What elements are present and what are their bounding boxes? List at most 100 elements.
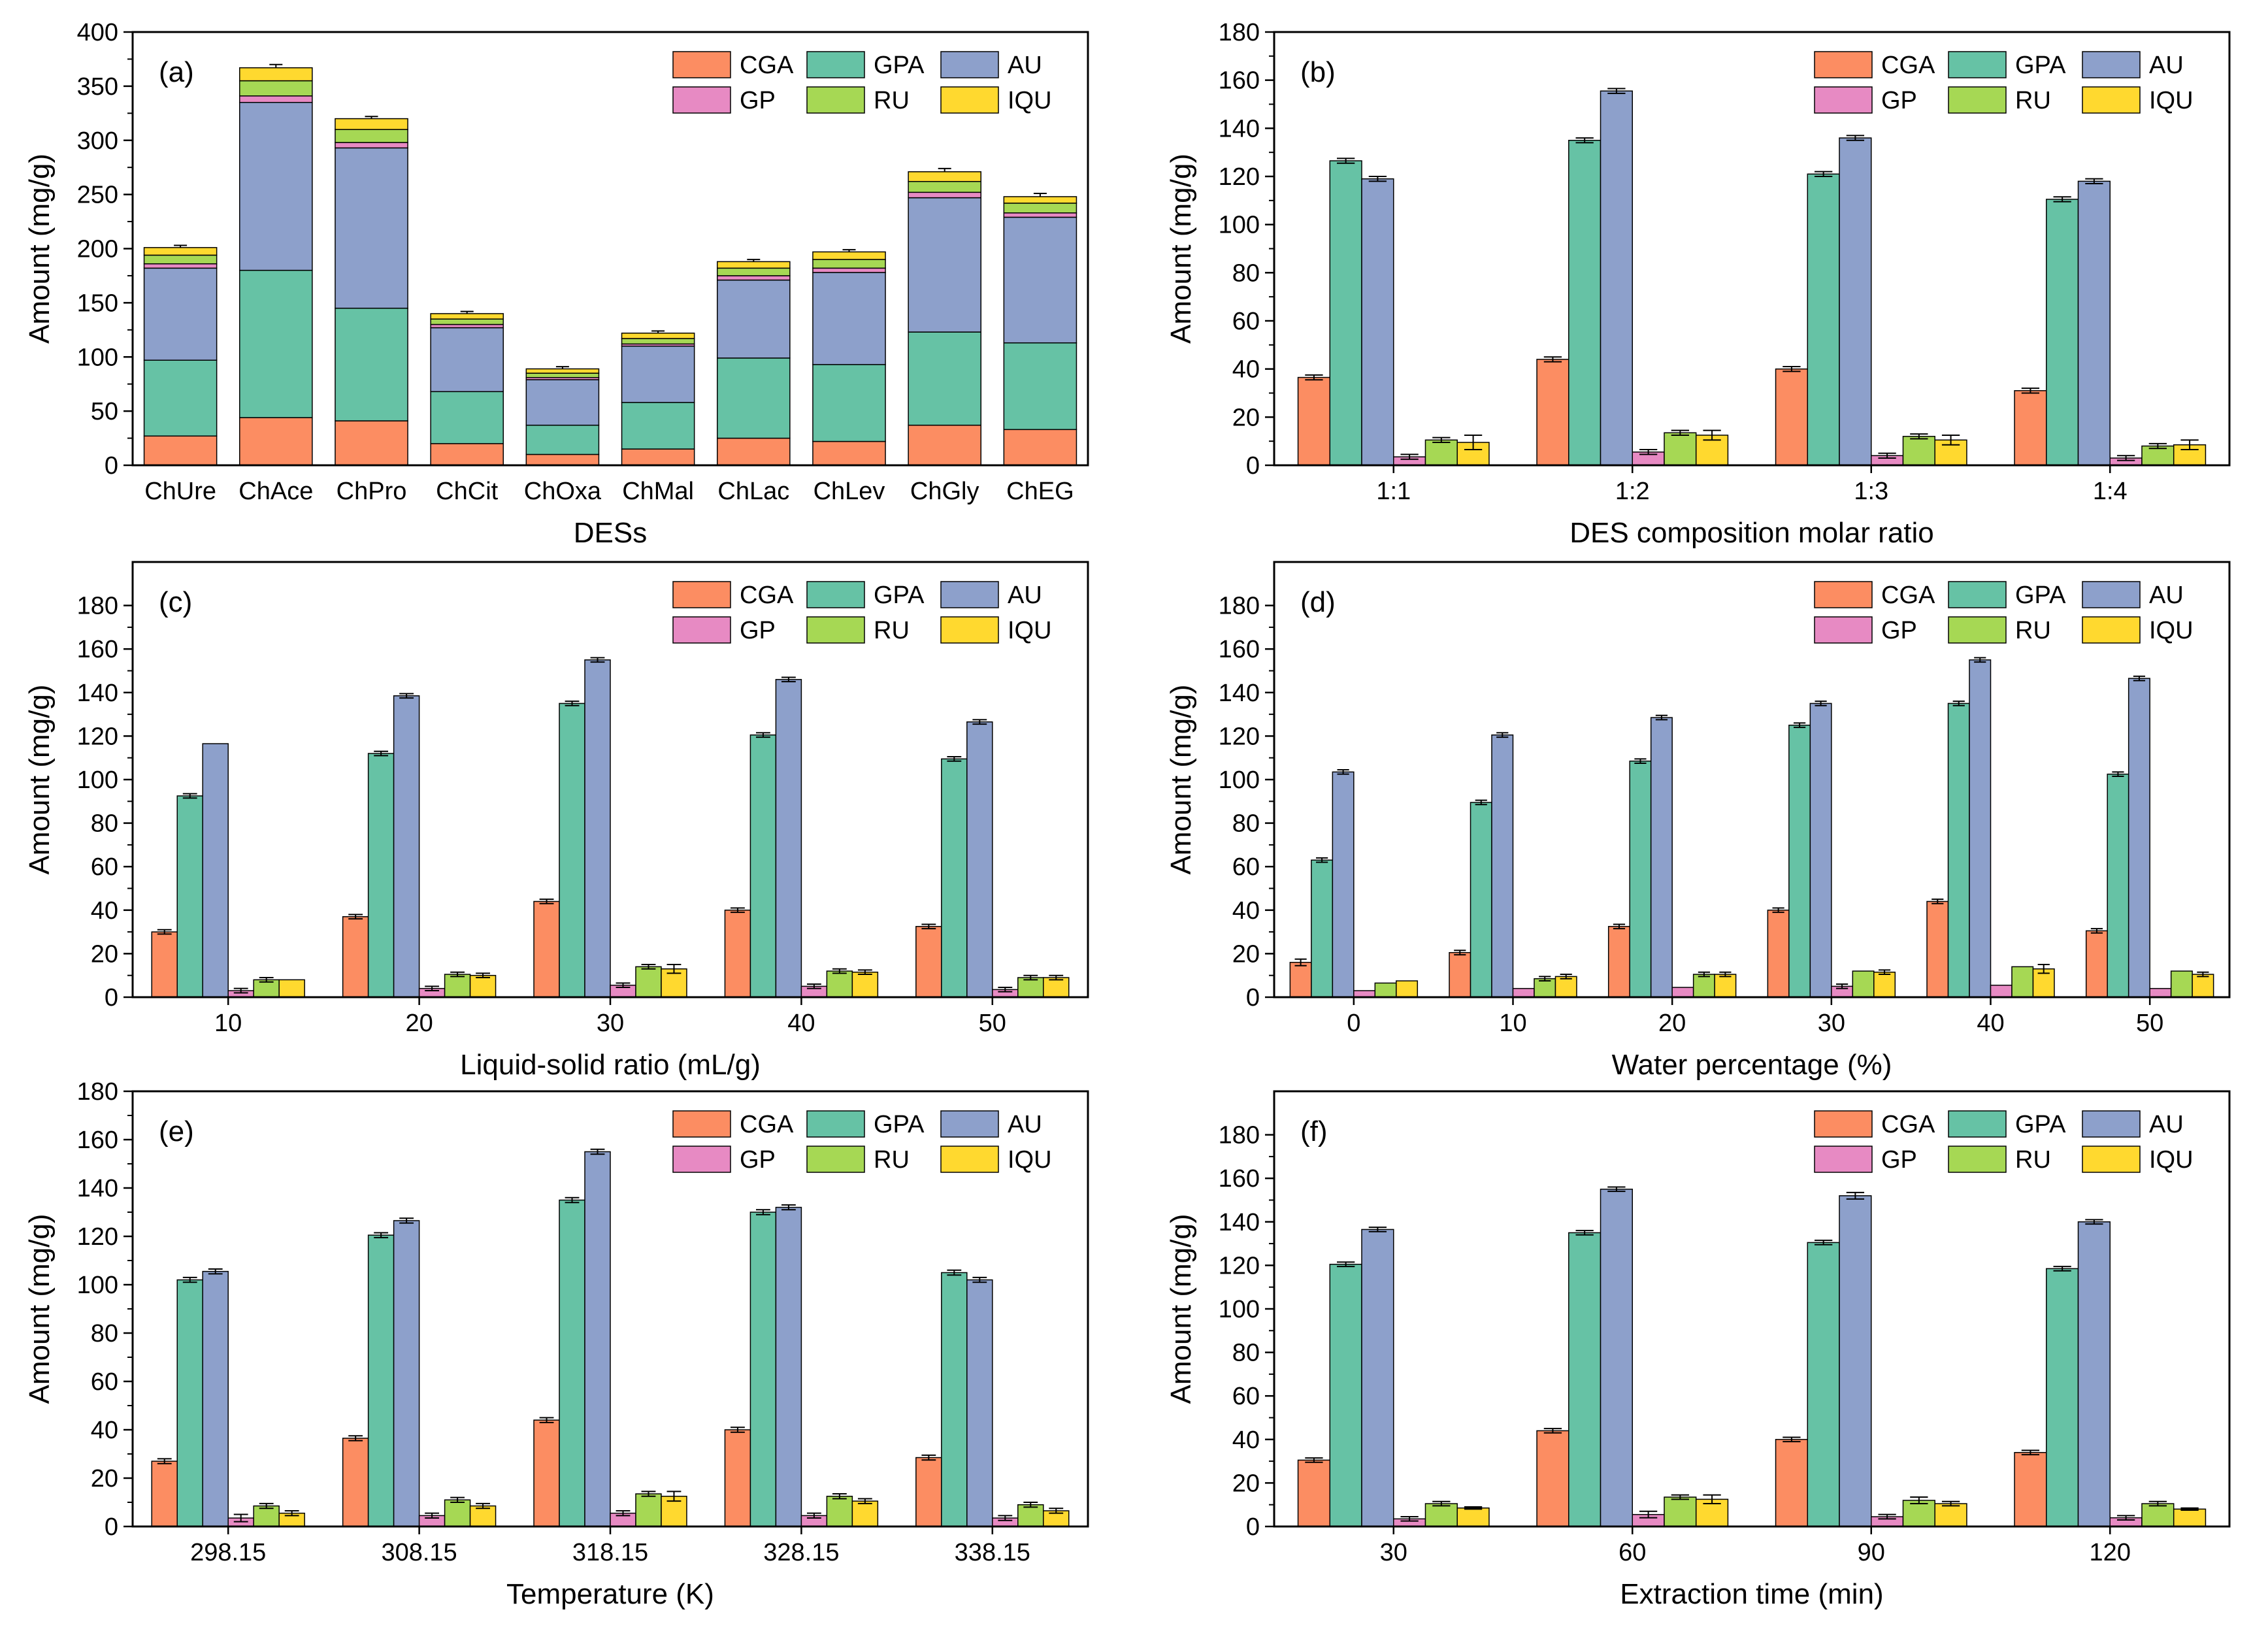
x-tick-label: ChOxa (524, 478, 602, 505)
x-tick-label: 50 (2136, 1010, 2163, 1037)
bar-cga-30 (1297, 1459, 1331, 1527)
bar-au-1-1 (1361, 178, 1394, 466)
legend-label-iqu: IQU (1008, 87, 1052, 114)
y-tick-label: 250 (77, 182, 118, 209)
x-tick-label: ChCit (436, 478, 498, 505)
legend-label-iqu: IQU (2149, 617, 2194, 644)
bar-iqu-chmal (621, 333, 695, 339)
legend-swatch-gpa (806, 51, 865, 78)
y-tick-label: 180 (1219, 1122, 1260, 1149)
legend-label-gp: GP (740, 1146, 776, 1174)
bar-iqu-50 (2192, 974, 2214, 998)
bar-ru-30 (1424, 1503, 1458, 1527)
legend-swatch-ru (806, 616, 865, 644)
legend-label-au: AU (1008, 52, 1042, 79)
bar-cga-318-15 (533, 1419, 560, 1527)
x-axis-title: DESs (574, 517, 647, 549)
x-tick-label: 1:3 (1854, 478, 1888, 505)
bar-iqu-20 (1714, 974, 1737, 998)
y-tick-label: 120 (1219, 163, 1260, 191)
bar-ru-308-15 (444, 1499, 471, 1527)
y-axis-title: Amount (mg/g) (24, 1214, 56, 1404)
legend-label-ru: RU (2015, 1146, 2051, 1174)
y-tick-label: 60 (1232, 853, 1260, 881)
legend-swatch-cga (672, 51, 731, 78)
legend-swatch-au (940, 51, 999, 78)
legend-label-gpa: GPA (874, 1111, 925, 1138)
legend-label-ru: RU (874, 87, 910, 114)
x-tick-label: 1:4 (2093, 478, 2128, 505)
bar-iqu-chure (143, 247, 218, 256)
y-tick-label: 180 (1219, 593, 1260, 620)
bar-ru-328-15 (826, 1496, 853, 1527)
bar-cga-cheg (1003, 429, 1077, 466)
bar-cga-1-1 (1297, 376, 1331, 466)
y-tick-label: 80 (91, 810, 118, 838)
bar-ru-chlev (812, 259, 886, 269)
bar-cga-50 (2085, 930, 2108, 998)
legend-swatch-gp (1814, 1146, 1873, 1173)
y-tick-label: 160 (1219, 67, 1260, 95)
x-tick-label: 40 (1977, 1010, 2004, 1037)
bar-ru-50 (2170, 970, 2193, 998)
bar-cga-chace (238, 417, 313, 466)
bar-ru-chure (143, 254, 218, 265)
x-tick-label: 338.15 (955, 1539, 1030, 1566)
legend-label-ru: RU (874, 617, 910, 644)
bar-cga-120 (2014, 1452, 2047, 1527)
legend-swatch-gp (1814, 86, 1873, 114)
bar-ru-338-15 (1017, 1504, 1044, 1527)
legend-label-gpa: GPA (874, 52, 925, 79)
panel-label: (b) (1300, 56, 1336, 88)
bar-au-chlac (716, 279, 791, 359)
y-tick-label: 20 (1232, 404, 1260, 431)
bar-ru-20 (1692, 974, 1715, 998)
legend-swatch-gpa (1948, 581, 2007, 608)
bar-gpa-10 (1470, 802, 1492, 998)
y-tick-label: 50 (91, 398, 118, 425)
y-tick-label: 0 (105, 984, 118, 1012)
bar-iqu-chlev (812, 251, 886, 260)
x-axis-title: Water percentage (%) (1612, 1049, 1892, 1081)
x-axis-title: Liquid-solid ratio (mL/g) (460, 1049, 761, 1081)
bar-ru-20 (444, 974, 471, 998)
bar-au-cheg (1003, 216, 1077, 344)
bar-gpa-50 (2107, 773, 2129, 998)
panel-a: 0 50 100 150 200 250 300 350 400 ChUre ChAce ChPro C… (24, 19, 1089, 549)
bar-au-60 (1600, 1189, 1633, 1527)
bar-au-10 (202, 743, 229, 998)
y-tick-label: 0 (1246, 452, 1260, 480)
bar-gpa-30 (1788, 725, 1811, 998)
legend-label-gp: GP (1881, 1146, 1917, 1174)
bar-gp-chure (143, 263, 218, 269)
bar-gpa-308-15 (367, 1234, 395, 1527)
bar-iqu-30 (1873, 971, 1896, 998)
bar-au-1-2 (1600, 90, 1633, 466)
bar-ru-30 (635, 966, 662, 998)
y-tick-label: 0 (1246, 1513, 1260, 1541)
bar-au-chgly (908, 197, 982, 333)
panel-label: (c) (159, 586, 192, 618)
legend-label-au: AU (1008, 582, 1042, 609)
y-tick-label: 0 (105, 1513, 118, 1541)
x-tick-label: 90 (1858, 1539, 1885, 1566)
y-tick-label: 140 (77, 680, 118, 707)
bar-gp-10 (1512, 987, 1535, 998)
bar-ru-chlac (716, 267, 791, 276)
legend-swatch-au (2082, 51, 2141, 78)
y-tick-label: 160 (77, 636, 118, 663)
y-tick-label: 60 (1232, 308, 1260, 335)
x-tick-label: 50 (979, 1010, 1006, 1037)
legend-swatch-ru (1948, 86, 2007, 114)
legend-swatch-gpa (1948, 51, 2007, 78)
bar-iqu-chcit (430, 313, 504, 320)
bar-iqu-cheg (1003, 196, 1077, 204)
y-axis-title: Amount (mg/g) (24, 154, 56, 344)
y-tick-label: 120 (1219, 1252, 1260, 1279)
bar-au-40 (1969, 659, 1992, 998)
bar-cga-30 (533, 900, 560, 998)
bar-ru-50 (1017, 977, 1044, 998)
bar-gpa-298-15 (176, 1279, 203, 1527)
legend: CGA GPA AU GP RU IQU (1814, 1110, 2194, 1174)
